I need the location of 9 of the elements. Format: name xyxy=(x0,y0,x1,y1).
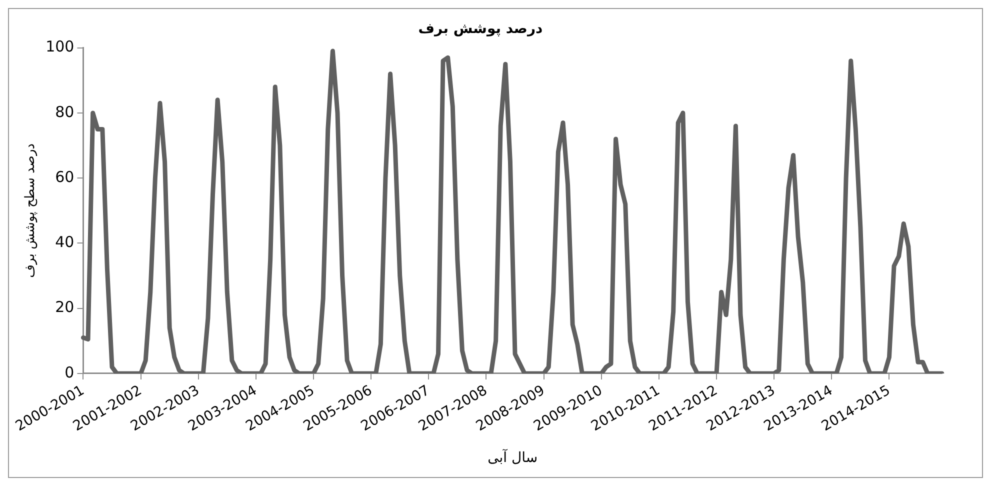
y-tick-label: 20 xyxy=(55,298,74,316)
y-axis-title: درصد سطح پوشش برف xyxy=(23,143,38,278)
y-tick-label: 80 xyxy=(55,102,74,121)
x-axis-title: سال آبی xyxy=(488,448,538,466)
y-tick-label: 100 xyxy=(46,38,74,56)
y-tick-label: 0 xyxy=(64,363,74,382)
chart-title: درصد پوشش برف xyxy=(418,21,543,38)
y-tick-label: 60 xyxy=(55,168,74,186)
y-tick-label: 40 xyxy=(55,233,74,252)
